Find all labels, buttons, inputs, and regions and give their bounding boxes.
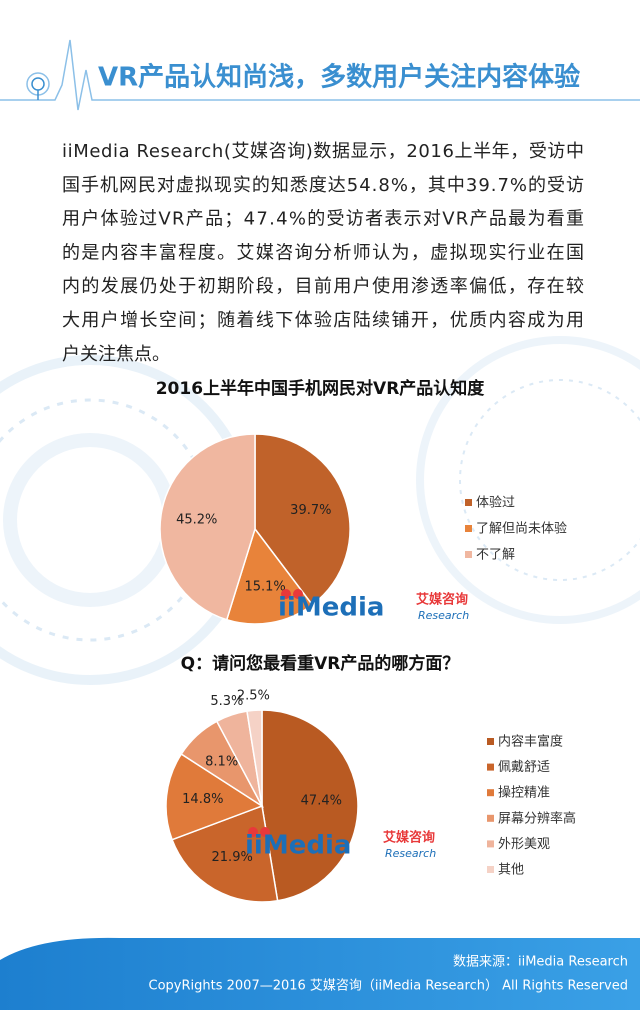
data-label: 2.5%: [237, 688, 270, 703]
legend-swatch: [465, 551, 472, 558]
data-label: 45.2%: [176, 513, 217, 528]
paragraph-line: 大用户增长空间；随着线下体验店陆续铺开，优质内容成为用: [62, 310, 584, 331]
pie-slice: [246, 709, 263, 807]
data-label: 5.3%: [210, 694, 243, 709]
footer-source: 数据来源：iiMedia Research: [453, 955, 628, 970]
legend-label: 了解但尚未体验: [476, 521, 567, 537]
data-label: 15.1%: [244, 580, 285, 595]
legend-swatch: [465, 499, 472, 506]
legend-label: 佩戴舒适: [498, 760, 550, 775]
legend-label: 不了解: [476, 548, 515, 563]
data-label: 39.7%: [290, 503, 331, 518]
legend-label: 屏幕分辨率高: [498, 810, 576, 826]
logo-sub: Research: [418, 609, 469, 622]
legend-swatch: [487, 866, 494, 873]
logo-name: iiMedia: [278, 593, 384, 623]
pie-slice: [159, 433, 256, 621]
footer-band: [0, 937, 640, 1010]
legend-label: 内容丰富度: [498, 734, 563, 750]
data-label: 47.4%: [301, 794, 342, 809]
logo-mark: [260, 827, 270, 837]
pie-slice: [254, 433, 351, 606]
chart-title: Q：请问您最看重VR产品的哪方面？: [181, 653, 460, 674]
logo-sub: Research: [385, 847, 436, 860]
legend-swatch: [487, 789, 494, 797]
data-label: 21.9%: [212, 850, 253, 865]
data-label: 14.8%: [182, 792, 223, 807]
paragraph-line: iiMedia Research(艾媒咨询)数据显示，2016上半年，受访中: [62, 141, 584, 162]
footer-copyright: CopyRights 2007—2016 艾媒咨询（iiMedia Resear…: [149, 979, 628, 994]
page-title: VR产品认知尚浅，多数用户关注内容体验: [98, 62, 580, 93]
legend-swatch: [487, 840, 494, 848]
logo-cn: 艾媒咨询: [383, 830, 435, 846]
legend-swatch: [465, 525, 472, 532]
legend-swatch: [487, 738, 494, 745]
pie-slice: [261, 709, 359, 902]
legend-label: 操控精准: [498, 785, 550, 801]
legend-label: 其他: [498, 863, 524, 878]
pie-slice: [165, 753, 264, 841]
logo-cn: 艾媒咨询: [416, 592, 468, 608]
legend-label: 外形美观: [498, 837, 550, 852]
legend-swatch: [487, 814, 494, 822]
logo-mark: [281, 589, 291, 599]
paragraph-line: 的是内容丰富程度。艾媒咨询分析师认为，虚拟现实行业在国: [62, 242, 584, 263]
legend-label: 体验过: [476, 495, 515, 511]
paragraph-line: 用户体验过VR产品；47.4%的受访者表示对VR产品最为看重: [62, 209, 584, 230]
legend-swatch: [487, 763, 494, 771]
paragraph-line: 户关注焦点。: [62, 344, 170, 365]
header-icon: [0, 39, 640, 111]
logo-mark: [293, 589, 303, 599]
data-label: 8.1%: [205, 755, 238, 770]
logo-name: iiMedia: [245, 831, 351, 861]
logo-mark: [248, 827, 258, 837]
paragraph-line: 内的发展仍处于初期阶段，目前用户使用渗透率偏低，存在较: [62, 276, 584, 297]
paragraph-line: 国手机网民对虚拟现实的知悉度达54.8%，其中39.7%的受访: [62, 175, 584, 196]
chart-title: 2016上半年中国手机网民对VR产品认知度: [156, 378, 486, 399]
